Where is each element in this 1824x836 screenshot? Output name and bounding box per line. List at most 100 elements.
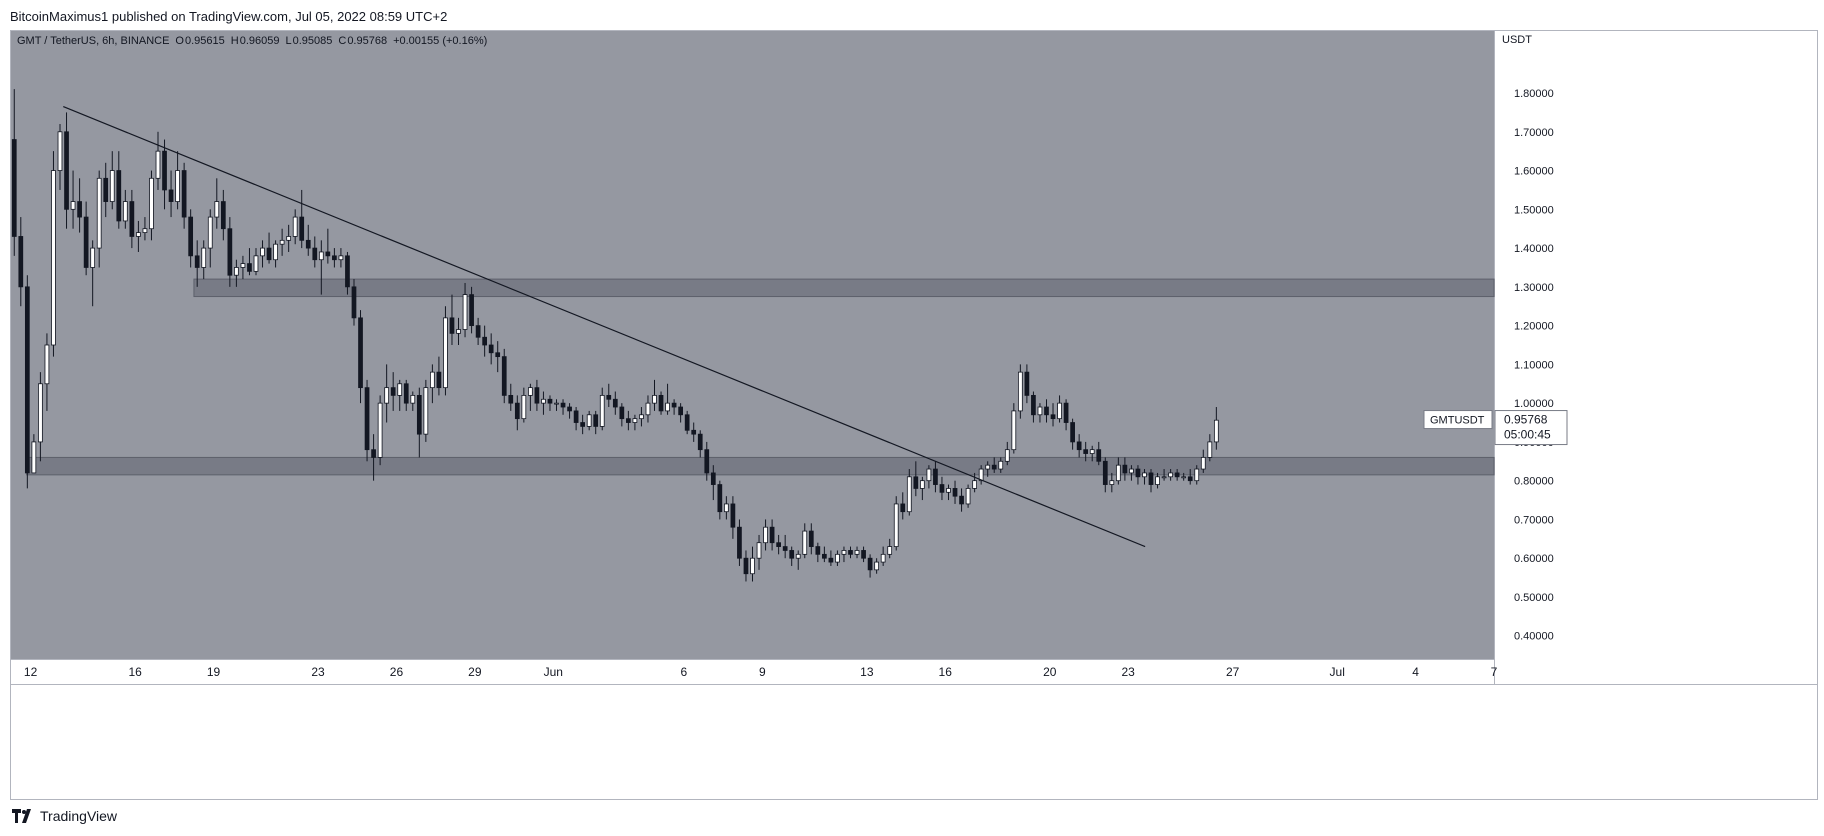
tradingview-branding: TradingView <box>12 808 117 824</box>
candle <box>743 557 749 575</box>
candle <box>103 177 109 202</box>
candle <box>488 344 494 354</box>
candle <box>1148 472 1154 485</box>
candle <box>678 406 683 416</box>
candle <box>1037 406 1043 416</box>
candle <box>782 546 788 551</box>
time-axis[interactable] <box>11 659 1494 799</box>
price-tick-label: 1.70000 <box>1514 127 1554 139</box>
candle <box>554 402 559 405</box>
candle <box>247 263 252 272</box>
candle <box>841 550 847 555</box>
candle <box>508 394 514 404</box>
candle <box>534 387 540 404</box>
candle <box>181 170 187 218</box>
candle <box>867 557 873 571</box>
candle <box>155 150 161 179</box>
candle <box>893 503 899 547</box>
candle <box>57 131 63 171</box>
candle <box>671 402 677 408</box>
candle <box>612 398 618 408</box>
price-tick-label: 0.40000 <box>1514 631 1554 643</box>
price-tick-label: 0.60000 <box>1514 553 1554 565</box>
candle <box>90 247 96 268</box>
candle <box>299 216 305 241</box>
candle <box>978 468 984 482</box>
candle <box>325 251 331 257</box>
price-tick-label: 1.10000 <box>1514 359 1554 371</box>
candle <box>1155 476 1160 485</box>
candle <box>1017 371 1023 412</box>
candle <box>253 255 259 272</box>
candle <box>1031 394 1036 416</box>
descending-trendline[interactable] <box>63 106 1146 548</box>
candle <box>240 263 246 268</box>
ohlc-key: O <box>175 35 184 47</box>
candle <box>972 480 977 489</box>
candle <box>835 553 840 563</box>
candle <box>227 228 233 276</box>
candle <box>632 418 638 423</box>
candle <box>514 402 520 420</box>
candle <box>305 239 311 249</box>
candle <box>776 542 781 547</box>
candle <box>1076 441 1082 451</box>
symbol-info: GMT / TetherUS, 6h, BINANCE <box>17 35 169 47</box>
candle <box>704 449 710 474</box>
candle <box>887 546 893 555</box>
symbol-tag-label: GMTUSDT <box>1430 415 1485 427</box>
tradingview-brand-text: TradingView <box>40 808 118 824</box>
candle <box>38 383 43 443</box>
candle <box>286 236 292 241</box>
candle <box>619 406 625 420</box>
candlestick-chart[interactable]: USDT 1.80000 1.70000 1.60000 1.50000 1.40000 1… <box>11 31 1817 799</box>
candle <box>1142 472 1147 478</box>
time-tick-label: 19 <box>207 665 221 679</box>
candle <box>371 449 376 458</box>
candle <box>162 150 167 191</box>
candle <box>639 414 644 420</box>
candle <box>1050 414 1056 420</box>
ohlc-value: 0.96059 <box>240 35 280 47</box>
candle <box>390 387 396 396</box>
candle <box>129 201 135 237</box>
candle <box>919 480 925 489</box>
chart-frame <box>10 30 1818 800</box>
candle <box>443 317 448 389</box>
tradingview-logo-icon <box>12 809 31 823</box>
price-tick-label: 1.80000 <box>1514 88 1554 100</box>
time-tick-label: 7 <box>1491 665 1498 679</box>
candle <box>194 255 200 268</box>
candle <box>652 394 657 404</box>
candle <box>70 201 76 210</box>
candle <box>1161 476 1167 479</box>
candle <box>312 247 318 261</box>
candle <box>1168 472 1173 478</box>
candle <box>567 406 572 412</box>
candle <box>717 484 723 513</box>
candle <box>521 394 527 420</box>
time-tick-label: 27 <box>1226 665 1240 679</box>
time-tick-label: Jul <box>1330 665 1345 679</box>
candle <box>64 131 69 210</box>
candle <box>44 344 50 385</box>
candle <box>201 247 207 268</box>
candle <box>1063 402 1069 423</box>
candle <box>528 387 533 396</box>
candle <box>403 383 409 404</box>
candle <box>626 418 631 423</box>
candle <box>1194 468 1200 482</box>
last-price-badge[interactable] <box>1494 410 1568 446</box>
candle <box>965 488 971 505</box>
candle <box>338 255 344 261</box>
candle <box>1083 449 1089 454</box>
candle <box>462 294 468 330</box>
last-price-value: 0.95768 <box>1504 413 1548 427</box>
candle <box>266 247 272 261</box>
time-tick-label: 23 <box>311 665 325 679</box>
candle <box>234 267 239 276</box>
candle <box>573 410 579 423</box>
candle <box>31 441 37 474</box>
candle <box>96 177 102 249</box>
time-tick-label: 23 <box>1121 665 1135 679</box>
